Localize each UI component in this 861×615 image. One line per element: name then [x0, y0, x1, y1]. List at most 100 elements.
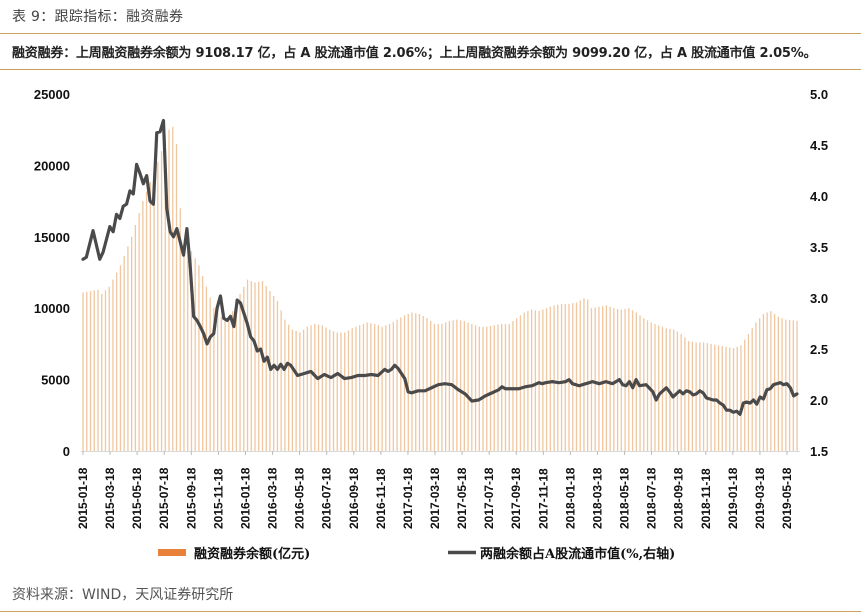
x-tick-label: 2019-03-18: [753, 467, 767, 529]
bar: [235, 302, 237, 451]
left-y-tick-label: 5000: [41, 373, 70, 388]
bar: [553, 305, 555, 451]
bar: [276, 301, 279, 451]
right-y-tick-label: 4.5: [810, 138, 828, 153]
bar: [205, 286, 208, 451]
bar: [216, 312, 219, 451]
bar: [138, 213, 140, 451]
bar: [104, 290, 107, 451]
bar: [549, 306, 551, 451]
bar: [336, 332, 338, 451]
bar: [512, 321, 514, 451]
bar: [142, 201, 144, 451]
bar: [605, 305, 608, 451]
bar: [396, 319, 398, 451]
bar: [123, 255, 125, 451]
bar: [572, 303, 574, 451]
bar: [370, 323, 372, 451]
bar: [702, 342, 705, 451]
bar: [792, 320, 794, 451]
bar: [362, 323, 365, 451]
bar: [631, 310, 634, 451]
bar: [430, 321, 432, 451]
bar: [164, 140, 166, 451]
x-tick-label: 2015-07-18: [157, 467, 171, 529]
bar: [291, 329, 294, 451]
bar: [224, 321, 226, 451]
header-rule-bottom: [0, 69, 861, 70]
x-axis: 2015-01-18 2015-03-18 2015-05-18 2015-07-18…: [76, 451, 794, 529]
bar: [157, 161, 159, 451]
right-y-tick-label: 3.0: [810, 291, 828, 306]
x-tick-label: 2017-07-18: [482, 467, 496, 529]
bar: [519, 315, 522, 451]
bar: [392, 321, 394, 451]
bar: [97, 289, 99, 451]
bar: [493, 325, 495, 451]
bar: [116, 272, 118, 451]
bar: [190, 251, 193, 451]
x-tick-label: 2018-03-18: [591, 467, 605, 529]
x-tick-label: 2015-09-18: [184, 467, 198, 529]
bar: [489, 326, 492, 451]
bar: [288, 324, 290, 451]
legend: 融资融券余额(亿元) 两融余额占A股流通市值(%,右轴): [158, 546, 675, 562]
bar: [321, 325, 323, 451]
right-y-tick-label: 5.0: [810, 87, 828, 102]
x-tick-label: 2016-11-18: [374, 468, 388, 529]
bar: [594, 307, 596, 451]
bar: [721, 346, 723, 451]
line-series: [81, 118, 799, 416]
bar: [426, 318, 428, 451]
bar: [714, 344, 716, 451]
left-y-tick-label: 25000: [34, 87, 70, 102]
bar: [243, 286, 245, 451]
source-note: 资料来源：WIND，天风证券研究所: [12, 587, 234, 603]
x-tick-label: 2016-03-18: [266, 467, 280, 529]
bar: [445, 322, 447, 451]
x-tick-label: 2019-01-18: [726, 467, 740, 529]
bar: [269, 291, 271, 451]
bar: [523, 312, 525, 451]
bar: [347, 330, 350, 451]
table-title: 表 9：跟踪指标：融资融券: [12, 9, 184, 25]
bar: [101, 293, 103, 451]
bar: [759, 318, 761, 451]
bar: [329, 329, 331, 451]
right-y-tick-label: 1.5: [810, 444, 828, 459]
margin-financing-chart: 25000 20000 15000 10000 5000 0 5.0 4.5 4.0 3.5 3.0…: [34, 87, 828, 562]
bar-series: [82, 126, 798, 452]
bar: [351, 328, 353, 451]
bar: [131, 236, 133, 451]
left-y-tick-label: 20000: [34, 158, 70, 173]
bar: [202, 276, 204, 451]
bar: [112, 279, 114, 451]
bar: [538, 311, 540, 451]
bar: [545, 308, 548, 451]
bar: [209, 297, 211, 451]
x-tick-label: 2017-11-18: [536, 468, 550, 529]
bar: [220, 316, 223, 451]
x-tick-label: 2017-01-18: [401, 467, 415, 529]
bar: [407, 313, 409, 451]
bar: [172, 126, 174, 451]
bar: [299, 332, 301, 451]
x-tick-label: 2018-11-18: [699, 468, 713, 529]
right-y-tick-label: 4.0: [810, 189, 828, 204]
bar: [89, 291, 92, 451]
bar: [609, 306, 611, 451]
legend-line-label: 两融余额占A股流通市值(%,右轴): [480, 546, 675, 562]
bar: [228, 316, 230, 451]
bar: [108, 286, 110, 451]
bar: [314, 323, 316, 451]
bar: [340, 332, 342, 451]
legend-bar-swatch: [158, 549, 186, 556]
bar: [325, 327, 327, 451]
bar: [373, 323, 376, 451]
bar: [187, 247, 189, 451]
bar: [86, 291, 88, 451]
x-tick-label: 2015-11-18: [211, 468, 225, 529]
bar: [377, 325, 380, 451]
bar: [478, 326, 480, 451]
bar: [687, 341, 690, 451]
